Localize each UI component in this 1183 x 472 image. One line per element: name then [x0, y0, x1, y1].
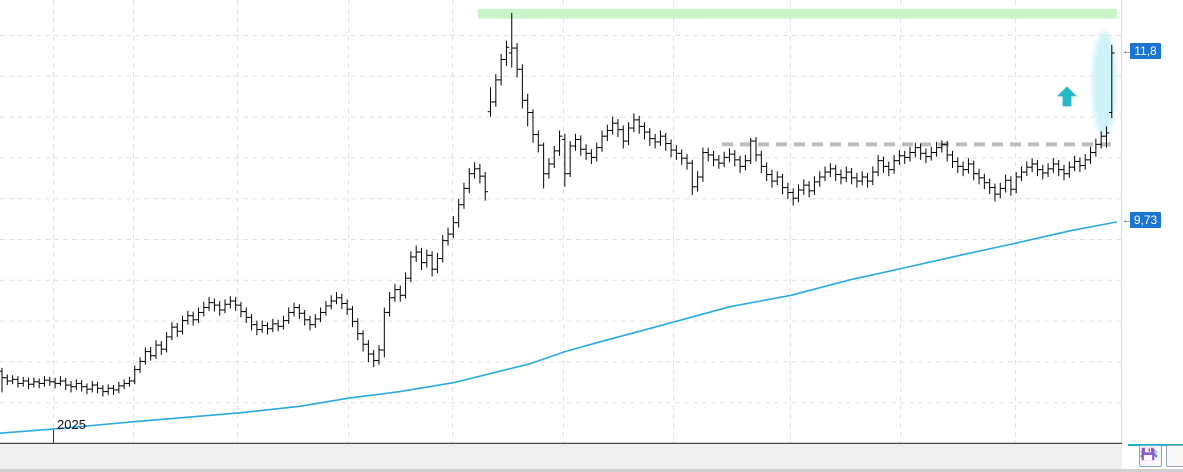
window-bottom-edge — [0, 469, 1183, 472]
floppy-disk-icon — [1141, 447, 1155, 461]
price-badge: 9,73 — [1130, 212, 1161, 229]
resistance-band-annotation[interactable] — [478, 8, 1117, 19]
price-badge: 11,8 — [1130, 43, 1161, 60]
corner-toolbar — [1139, 445, 1183, 467]
marker-left-arrow-icon: ← — [1122, 45, 1133, 58]
y-axis-strip — [1122, 0, 1183, 472]
price-marker: ← 9,73 — [1122, 212, 1161, 229]
marker-left-arrow-icon: ← — [1122, 214, 1133, 227]
price-marker: ← 11,8 — [1122, 43, 1161, 60]
save-button[interactable] — [1141, 445, 1183, 467]
moving-average-line — [0, 221, 1118, 434]
up-arrow-annotation[interactable] — [1057, 86, 1077, 107]
highlight-ellipse-annotation[interactable] — [1092, 30, 1116, 137]
x-axis-strip — [0, 444, 1122, 469]
year-label: 2025 — [57, 417, 86, 432]
